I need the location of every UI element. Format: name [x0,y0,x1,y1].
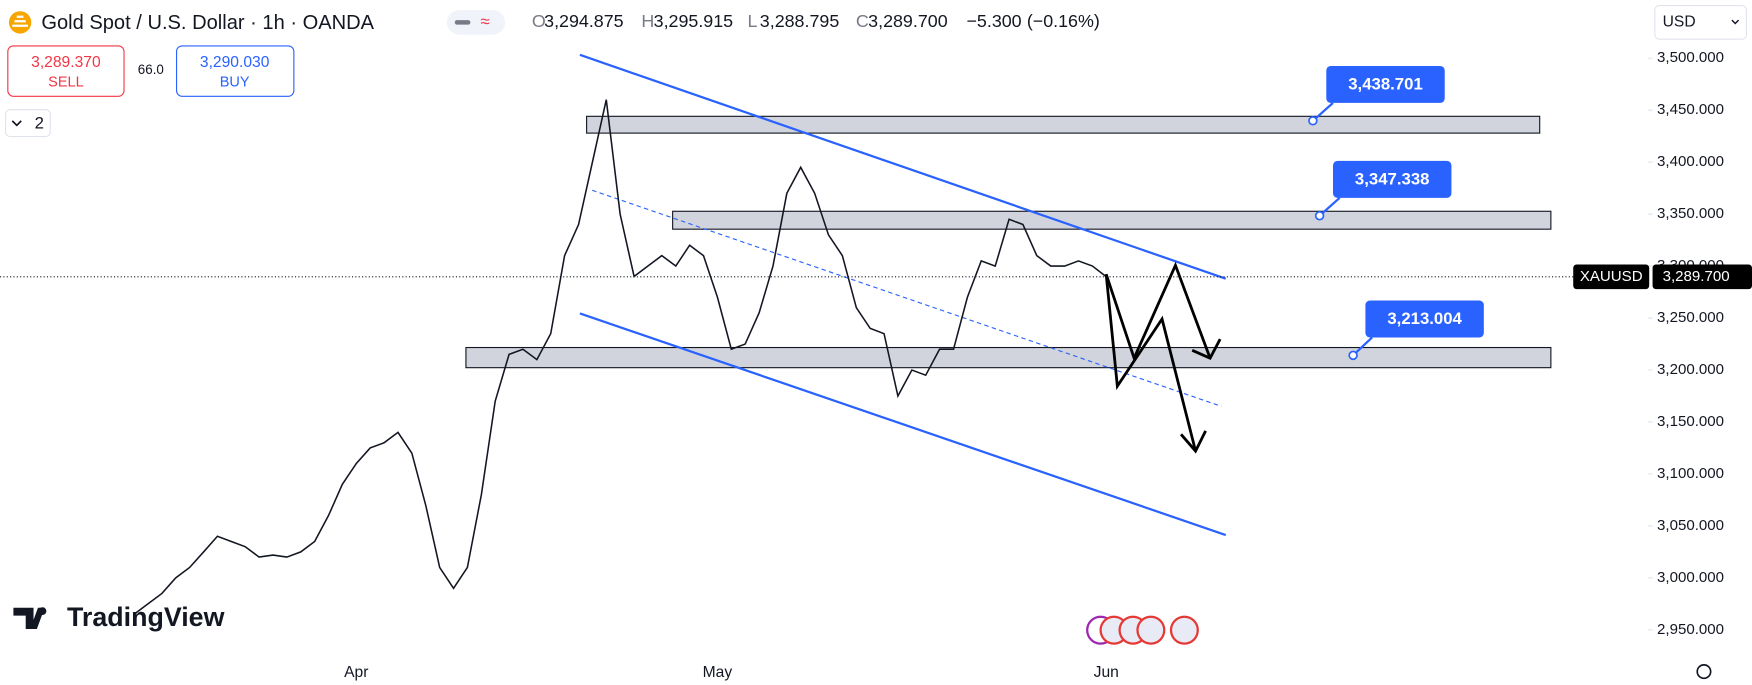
ohlc-value: 3,294.875 [544,11,624,31]
chevron [1731,19,1740,25]
series-layer [133,99,1107,615]
change-pct: (−0.16%) [1027,11,1100,31]
symbol-title: Gold Spot / U.S. Dollar · 1h · OANDA [41,12,374,34]
event-icon [1169,615,1199,645]
price-axis: 2,950.000 3,000.000 3,050.000 3,100.000 3,15… [0,49,1752,638]
sell-price: 3,289.370 [31,54,101,71]
settings-icon[interactable] [1696,664,1712,680]
brand: TradingView [67,602,225,632]
callout-box [1332,160,1452,198]
callout-box [1365,300,1484,338]
zone [586,115,1541,134]
ohlc-value: 3,288.795 [760,11,840,31]
indicators-toggle[interactable] [5,109,51,138]
y-tick-label: 3,350.000 [1657,205,1724,222]
event-icon [1136,615,1166,645]
y-tick-label: 3,000.000 [1657,569,1724,586]
events [1086,615,1199,645]
y-tick-label: 3,050.000 [1657,517,1724,534]
currency: USD [1663,14,1696,31]
projection-arrow [1104,261,1212,363]
brand-icon [38,607,47,616]
ohlc: O3,294.875 H 3,295.915 L 3,288.795 C 3,289.700 [532,11,948,31]
symbol-tag-text: XAUUSD [1580,268,1643,285]
callout-box [1326,65,1445,103]
y-tick-label: 3,150.000 [1657,413,1724,430]
symbol-logo-mark [12,15,28,27]
sell-button[interactable] [7,45,125,97]
y-tick-label: 2,950.000 [1657,621,1724,638]
y-tick-label: 3,500.000 [1657,49,1724,66]
channel-upper [579,53,1227,280]
zones [465,115,1552,369]
toggle[interactable] [446,10,506,35]
toggle-icon [454,20,471,25]
change: −5.300 [967,11,1022,31]
currency-select[interactable] [1654,5,1747,40]
arrow-head [1191,338,1222,360]
buy-price: 3,290.030 [200,54,270,71]
ohlc-key: C [856,11,869,31]
y-tick-label: 3,250.000 [1657,309,1724,326]
y-tick-label: 3,400.000 [1657,153,1724,170]
y-tick-label: 3,100.000 [1657,465,1724,482]
chevron [11,120,22,127]
price-line [133,99,1107,615]
price-tag [1652,264,1752,290]
callout-label: 3,347.338 [1355,169,1430,188]
callout-anchor [1314,210,1325,221]
toggle-icon: ≈ [480,12,489,31]
callout-label: 3,213.004 [1387,309,1462,328]
brand-icon [13,607,45,630]
channel-lower [579,312,1227,537]
callouts: 3,438.701 3,347.338 3,213.004 [1308,65,1484,361]
callout-label: 3,438.701 [1348,74,1423,93]
symbol-tag [1573,264,1650,290]
arrow-head [1179,430,1207,454]
ohlc-key: H [641,11,654,31]
ohlc-key: L [748,11,758,31]
price-tag-text: 3,289.700 [1663,268,1730,285]
zone [672,210,1552,230]
y-tick-label: 3,450.000 [1657,101,1724,118]
zone [465,346,1552,369]
y-tick-label: 3,200.000 [1657,361,1724,378]
buy-label: BUY [220,75,250,91]
spread: 66.0 [138,62,164,77]
callout-anchor [1308,116,1318,126]
x-tick-label: Apr [344,664,368,681]
ohlc-key: O [532,11,546,31]
projection-arrow [1104,274,1197,452]
channel-mid [592,189,1222,407]
sell-label: SELL [48,75,83,91]
callout-anchor [1348,350,1358,361]
x-tick-label: May [703,664,733,681]
ohlc-value: 3,295.915 [654,11,734,31]
buy-button[interactable] [175,45,295,97]
ohlc-value: 3,289.700 [868,11,948,31]
x-tick-label: Jun [1094,664,1119,681]
indicators-count: 2 [35,114,44,133]
